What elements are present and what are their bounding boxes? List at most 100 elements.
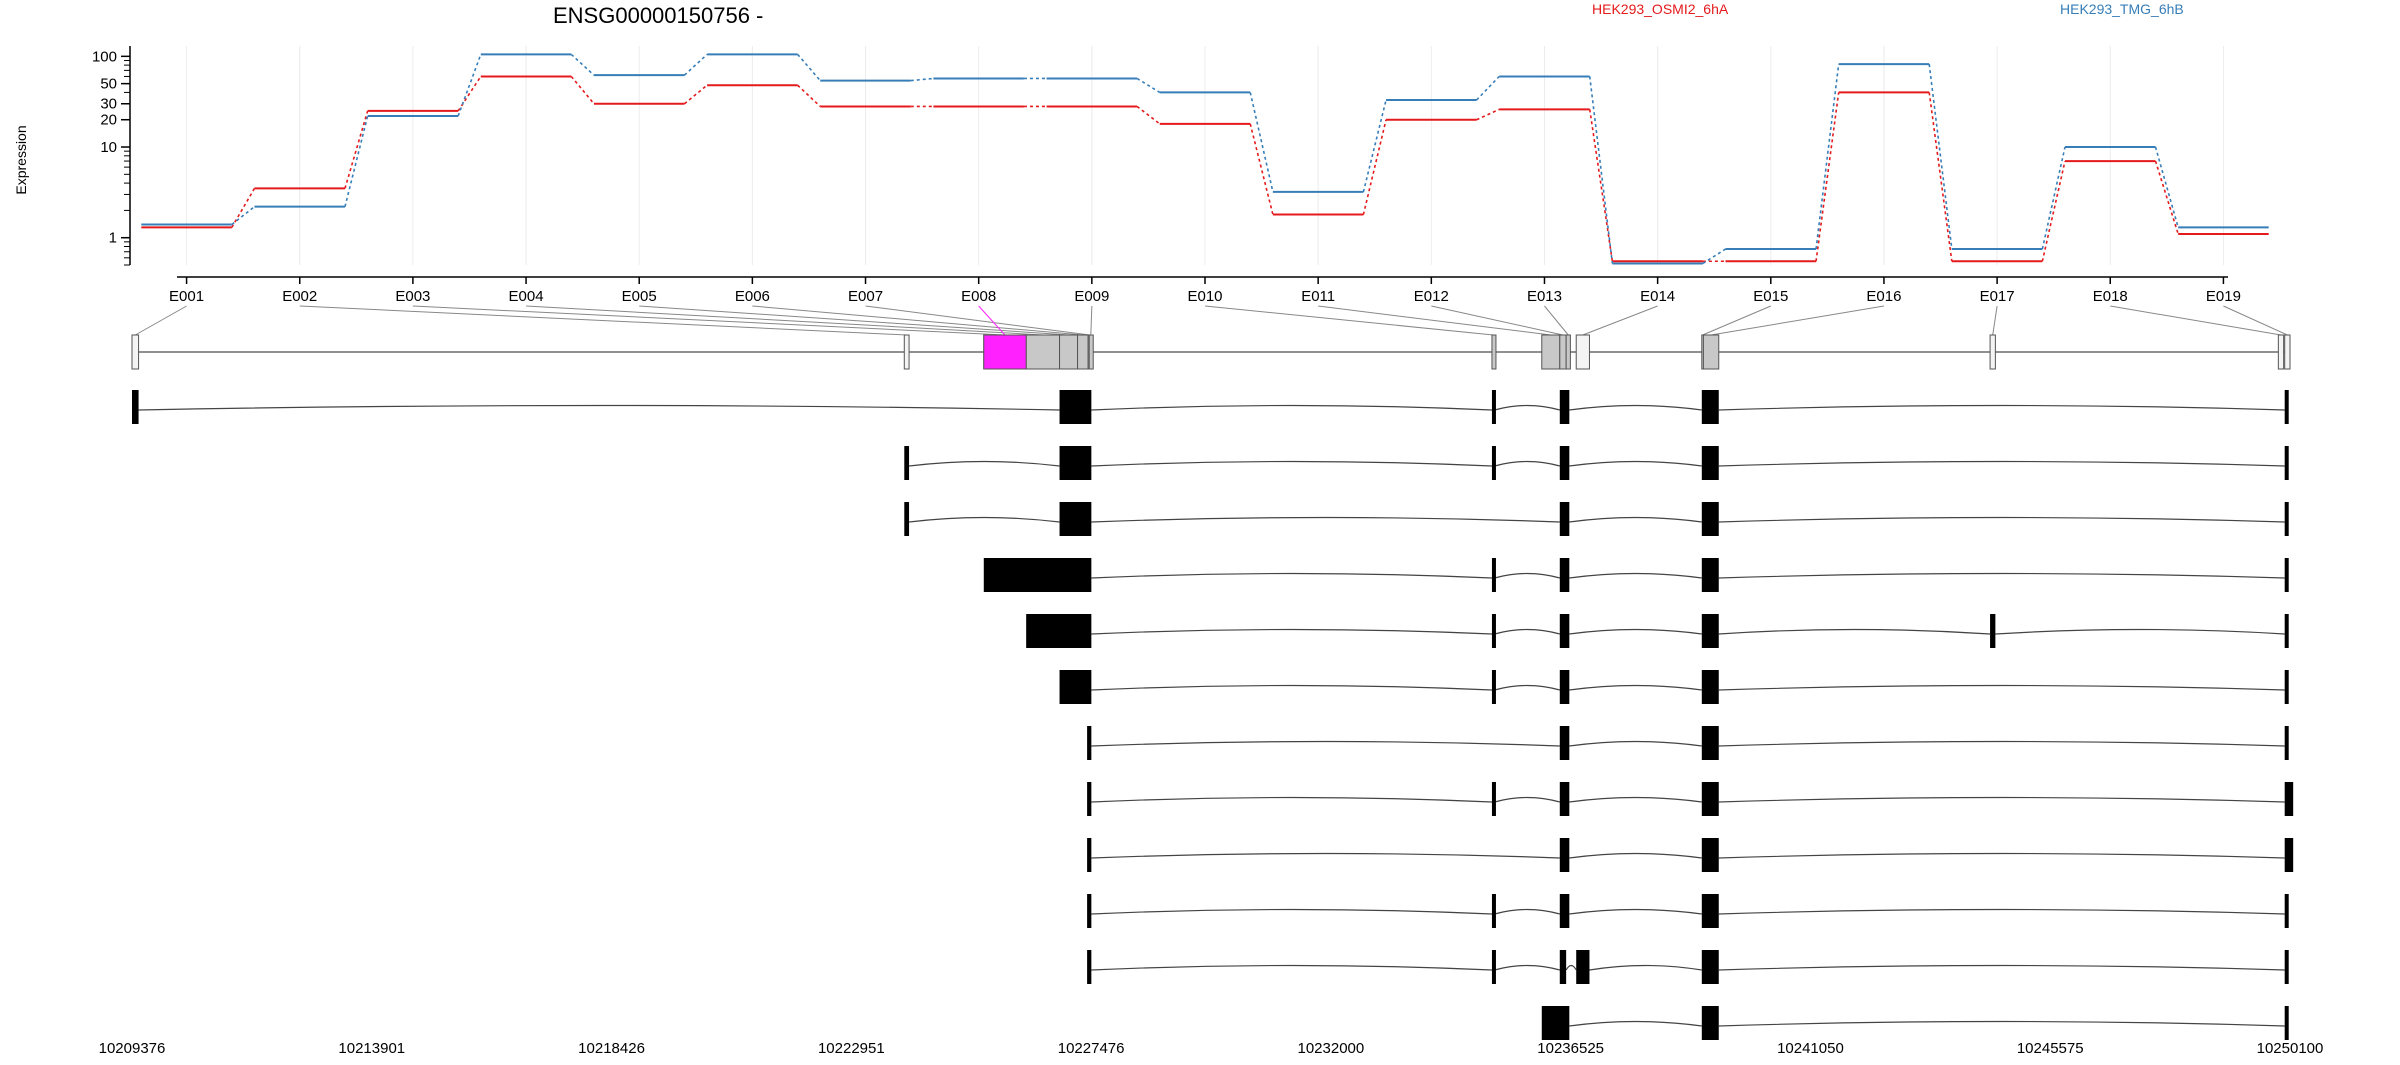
exon-tick-label: E003	[395, 288, 430, 305]
y-tick-label: 100	[92, 48, 117, 65]
transcript-intron	[1589, 964, 1702, 971]
exon-connector	[135, 305, 187, 336]
transcript-exon	[1701, 894, 1719, 928]
transcript-intron	[1569, 796, 1702, 803]
gene-exon-bin	[1565, 334, 1571, 370]
transcript-exon	[1701, 558, 1719, 592]
exon-tick-label: E007	[848, 288, 883, 305]
transcript-exon	[1059, 670, 1092, 704]
genomic-coordinate-label: 10209376	[99, 1040, 166, 1057]
transcript-exon	[1701, 502, 1719, 536]
gene-exon-bin	[1491, 334, 1497, 370]
exon-connector	[526, 305, 1043, 336]
transcript-intron	[1091, 852, 1560, 859]
transcript-intron	[1494, 404, 1560, 411]
transcript-exon	[1559, 670, 1570, 704]
transcript-exon	[904, 502, 910, 536]
transcript-intron	[1494, 628, 1560, 635]
series-connector	[797, 84, 821, 108]
transcript-exon	[1701, 446, 1719, 480]
transcript-intron	[1718, 628, 1991, 635]
exon-tick-label: E019	[2206, 288, 2241, 305]
genomic-coordinate-label: 10232000	[1298, 1040, 1365, 1057]
exon-tick-label: E002	[282, 288, 317, 305]
series-connector	[683, 84, 708, 105]
genomic-coordinate-label: 10227476	[1058, 1040, 1125, 1057]
transcript-exon	[1087, 838, 1092, 872]
transcript-intron	[1718, 1020, 2285, 1027]
transcript-exon	[983, 558, 1092, 592]
series-connector	[1588, 76, 1614, 264]
transcript-intron	[1995, 628, 2285, 635]
transcript-intron	[1569, 1020, 1702, 1027]
exon-tick-label: E001	[169, 288, 204, 305]
series-connector	[2154, 160, 2179, 235]
exon-connector	[2110, 305, 2282, 336]
transcript-intron	[1718, 908, 2285, 915]
series-connector	[1815, 64, 1840, 250]
transcript-exon	[1541, 1006, 1570, 1040]
genomic-axis: 10209376 10213901 10218426 10222951 10227476…	[99, 1040, 2324, 1057]
transcript-intron	[1569, 740, 1702, 747]
gene-exon-bin	[131, 334, 140, 370]
transcript-exon	[1701, 838, 1719, 872]
exon-connector	[1544, 305, 1569, 336]
gene-exon-bin	[1088, 334, 1094, 370]
series-connector	[2041, 160, 2066, 262]
transcript-intron	[1718, 684, 2285, 691]
transcript-intron	[1569, 572, 1702, 579]
transcript-exon	[1559, 894, 1570, 928]
transcript-exon	[2284, 614, 2289, 648]
transcript-exon	[2284, 1006, 2289, 1040]
genomic-coordinate-label: 10250100	[2257, 1040, 2324, 1057]
series-connector	[1815, 92, 1840, 262]
exon-tick-label: E011	[1301, 288, 1335, 305]
genomic-coordinate-label: 10245575	[2017, 1040, 2084, 1057]
transcript-exon	[1059, 446, 1092, 480]
series-connector	[1362, 99, 1387, 193]
transcript-intron	[1718, 572, 2285, 579]
transcript-exon	[1087, 950, 1092, 984]
exon-connector	[1431, 305, 1564, 336]
transcript-intron	[1091, 628, 1492, 635]
exon-connector	[752, 305, 1083, 336]
y-axis-label: Expression	[13, 125, 29, 194]
transcript-intron	[1494, 684, 1560, 691]
transcript-exon	[1576, 950, 1590, 984]
exon-connector	[1318, 305, 1551, 336]
exon-connectors	[135, 305, 2288, 336]
transcript-intron	[1494, 964, 1560, 971]
exon-connector	[1582, 305, 1658, 336]
transcript-exon	[132, 390, 139, 424]
transcript-exon	[1559, 950, 1567, 984]
transcript-exon	[2284, 446, 2289, 480]
transcript-intron	[1091, 460, 1492, 467]
transcript-intron	[1494, 908, 1560, 915]
transcript-exon	[1059, 390, 1092, 424]
gene-exon-bin	[1989, 334, 1996, 370]
gene-model	[131, 334, 2291, 370]
gene-exon-bin	[1059, 334, 1079, 370]
series-connector	[1928, 64, 1953, 250]
transcript-exon	[2284, 782, 2294, 816]
exon-tick-label: E012	[1414, 288, 1449, 305]
exon-tick-label: E015	[1753, 288, 1788, 305]
transcript-exon	[1559, 614, 1570, 648]
series-connector	[1702, 248, 1726, 265]
gene-exon-bin	[1575, 334, 1590, 370]
y-tick-label: 20	[100, 112, 117, 129]
transcript-intron	[1718, 964, 2285, 971]
transcript-exon	[2284, 390, 2289, 424]
exon-connector	[639, 305, 1069, 336]
transcript-intron	[1091, 796, 1492, 803]
transcript-exon	[1701, 670, 1719, 704]
series-lines	[141, 53, 2269, 265]
exon-connector	[1702, 305, 1771, 336]
transcript-intron	[1091, 740, 1560, 747]
transcript-intron	[1569, 404, 1702, 411]
exon-tick-label: E005	[622, 288, 657, 305]
transcript-exon	[1701, 726, 1719, 760]
exon-connector	[978, 305, 1006, 336]
